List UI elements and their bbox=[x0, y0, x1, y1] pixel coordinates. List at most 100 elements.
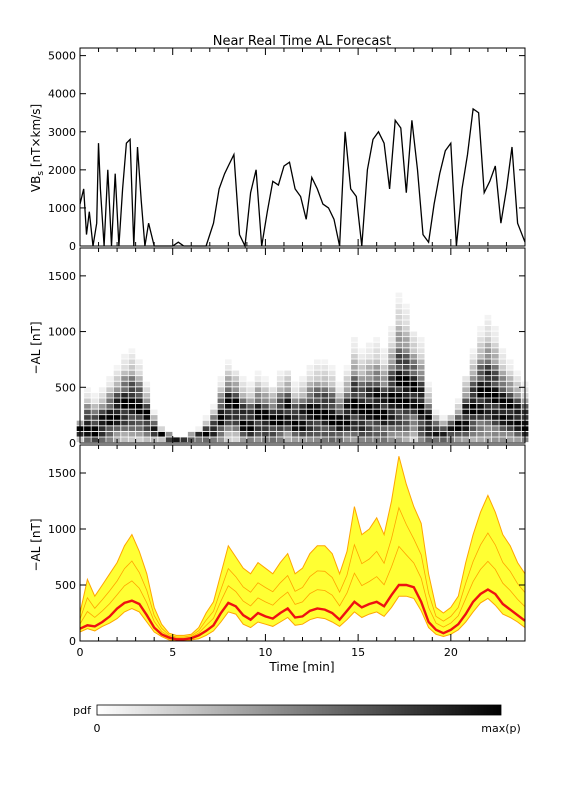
heatmap-cell bbox=[210, 404, 217, 409]
heatmap-cell bbox=[98, 420, 106, 426]
heatmap-cell bbox=[492, 398, 499, 404]
heatmap-cell bbox=[469, 426, 477, 431]
heatmap-cell bbox=[403, 326, 410, 331]
heatmap-cell bbox=[321, 376, 329, 381]
heatmap-cell bbox=[403, 370, 410, 376]
heatmap-cell bbox=[239, 376, 247, 381]
heatmap-cell bbox=[232, 398, 240, 404]
heatmap-cell bbox=[365, 387, 373, 392]
heatmap-cell bbox=[128, 415, 136, 420]
heatmap-cell bbox=[262, 392, 269, 398]
y-axis-label-middle: −AL [nT] bbox=[29, 321, 43, 374]
heatmap-cell bbox=[306, 431, 314, 437]
heatmap-cell bbox=[128, 420, 136, 426]
heatmap-cell bbox=[284, 404, 291, 409]
heatmap-cell bbox=[232, 381, 240, 387]
bot-xtick-label-4: 20 bbox=[444, 646, 458, 659]
heatmap-cell bbox=[395, 353, 403, 359]
heatmap-cell bbox=[395, 420, 403, 426]
heatmap-cell bbox=[365, 376, 373, 381]
heatmap-cell bbox=[321, 398, 329, 404]
heatmap-cell bbox=[121, 353, 128, 359]
heatmap-cell bbox=[217, 398, 225, 404]
bot-xtick-label-0: 0 bbox=[77, 646, 84, 659]
heatmap-cell bbox=[84, 437, 91, 443]
heatmap-cell bbox=[84, 431, 91, 437]
heatmap-cell bbox=[462, 437, 469, 443]
heatmap-cell bbox=[454, 409, 462, 415]
heatmap-cell bbox=[232, 431, 240, 437]
heatmap-cell bbox=[358, 387, 366, 392]
heatmap-cell bbox=[410, 370, 418, 376]
heatmap-cell bbox=[506, 404, 514, 409]
x-axis-label: Time [min] bbox=[268, 660, 334, 674]
heatmap-cell bbox=[484, 348, 492, 353]
heatmap-cell bbox=[284, 376, 291, 381]
heatmap-cell bbox=[492, 376, 499, 381]
heatmap-cell bbox=[254, 404, 262, 409]
forecast-band-line-a bbox=[79, 506, 526, 638]
forecast-band-line-b bbox=[79, 545, 526, 639]
heatmap-cell bbox=[395, 303, 403, 309]
heatmap-cell bbox=[128, 409, 136, 415]
heatmap-cell bbox=[321, 404, 329, 409]
heatmap-cell bbox=[410, 431, 418, 437]
bot-ytick-label-3: 1500 bbox=[48, 467, 76, 480]
heatmap-cell bbox=[284, 398, 291, 404]
heatmap-cell bbox=[417, 398, 425, 404]
heatmap-cell bbox=[136, 387, 143, 392]
heatmap-cell bbox=[143, 398, 151, 404]
heatmap-cell bbox=[425, 426, 432, 431]
heatmap-cell bbox=[484, 426, 492, 431]
heatmap-cell bbox=[336, 409, 343, 415]
heatmap-cell bbox=[447, 431, 455, 437]
top-ytick-label-5: 5000 bbox=[48, 50, 76, 63]
heatmap-cell bbox=[299, 381, 306, 387]
heatmap-cell bbox=[380, 404, 388, 409]
heatmap-cell bbox=[225, 359, 232, 365]
heatmap-cell bbox=[210, 420, 217, 426]
heatmap-cell bbox=[410, 353, 418, 359]
heatmap-cell bbox=[506, 370, 514, 376]
heatmap-cell bbox=[410, 376, 418, 381]
heatmap-cell bbox=[380, 437, 388, 443]
heatmap-cell bbox=[239, 404, 247, 409]
heatmap-cell bbox=[395, 342, 403, 348]
heatmap-cell bbox=[336, 398, 343, 404]
heatmap-cell bbox=[477, 415, 484, 420]
heatmap-cell bbox=[328, 409, 336, 415]
heatmap-cell bbox=[254, 381, 262, 387]
heatmap-cell bbox=[299, 376, 306, 381]
heatmap-cell bbox=[447, 426, 455, 431]
heatmap-cell bbox=[128, 426, 136, 431]
heatmap-cell bbox=[514, 370, 521, 376]
heatmap-cell bbox=[492, 353, 499, 359]
heatmap-cell bbox=[410, 365, 418, 370]
heatmap-cell bbox=[499, 398, 507, 404]
heatmap-cell bbox=[484, 370, 492, 376]
heatmap-cell bbox=[314, 409, 321, 415]
heatmap-cell bbox=[477, 426, 484, 431]
heatmap-cell bbox=[217, 431, 225, 437]
heatmap-cell bbox=[410, 420, 418, 426]
heatmap-cell bbox=[225, 426, 232, 431]
heatmap-cell bbox=[506, 415, 514, 420]
heatmap-cell bbox=[136, 431, 143, 437]
heatmap-cell bbox=[388, 404, 395, 409]
heatmap-cell bbox=[150, 415, 158, 420]
heatmap-cell bbox=[136, 415, 143, 420]
heatmap-cell bbox=[365, 353, 373, 359]
heatmap-cell bbox=[269, 404, 277, 409]
heatmap-cell bbox=[321, 426, 329, 431]
heatmap-cell bbox=[269, 398, 277, 404]
heatmap-cell bbox=[403, 398, 410, 404]
heatmap-cell bbox=[380, 370, 388, 376]
heatmap-cell bbox=[499, 365, 507, 370]
heatmap-cell bbox=[328, 420, 336, 426]
heatmap-cell bbox=[454, 426, 462, 431]
heatmap-cell bbox=[314, 437, 321, 443]
heatmap-cell bbox=[477, 404, 484, 409]
heatmap-cell bbox=[254, 376, 262, 381]
heatmap-cell bbox=[395, 292, 403, 298]
heatmap-cell bbox=[299, 415, 306, 420]
